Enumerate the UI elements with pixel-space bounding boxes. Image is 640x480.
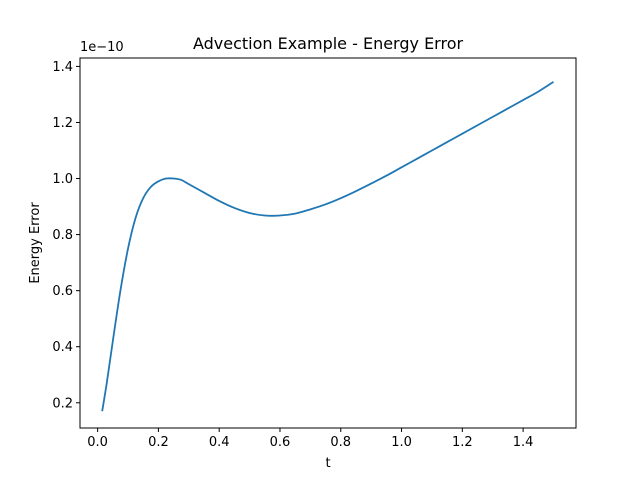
axes-frame — [79, 57, 577, 429]
y-axis: 0.2 0.4 0.6 0.8 1.0 1.2 1.4 — [52, 60, 80, 411]
x-tick-label: 0.8 — [330, 435, 351, 450]
y-axis-label: Energy Error — [28, 202, 43, 284]
series-line — [101, 81, 554, 412]
y-tick-label: 0.4 — [52, 340, 73, 355]
y-offset-label: 1e−10 — [80, 40, 124, 55]
x-tick-label: 0.2 — [148, 435, 169, 450]
x-tick-label: 1.4 — [513, 435, 534, 450]
x-tick-label: 0.0 — [87, 435, 108, 450]
series-layer — [101, 81, 554, 412]
x-tick-label: 1.2 — [452, 435, 473, 450]
y-tick-label: 1.0 — [52, 172, 73, 187]
y-tick-label: 0.6 — [52, 284, 73, 299]
x-axis: 0.0 0.2 0.4 0.6 0.8 1.0 1.2 1.4 — [87, 428, 533, 450]
y-tick-label: 0.8 — [52, 228, 73, 243]
y-tick-label: 1.4 — [52, 60, 73, 75]
y-tick-label: 1.2 — [52, 116, 73, 131]
x-tick-label: 1.0 — [391, 435, 412, 450]
x-axis-label: t — [325, 456, 330, 471]
x-tick-label: 0.4 — [209, 435, 230, 450]
y-tick-label: 0.2 — [52, 396, 73, 411]
chart-title: Advection Example - Energy Error — [193, 34, 464, 53]
x-tick-label: 0.6 — [270, 435, 291, 450]
